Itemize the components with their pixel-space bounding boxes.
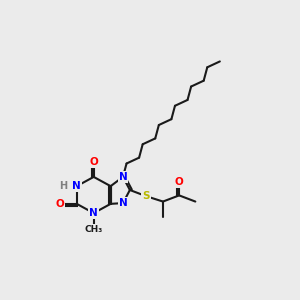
- Text: S: S: [142, 191, 150, 201]
- Text: H: H: [59, 181, 67, 191]
- Text: N: N: [118, 172, 127, 182]
- Text: N: N: [72, 181, 81, 191]
- Text: O: O: [175, 177, 184, 187]
- Text: N: N: [89, 208, 98, 218]
- Text: CH₃: CH₃: [85, 225, 103, 234]
- Text: N: N: [118, 198, 127, 208]
- Text: O: O: [56, 199, 64, 209]
- Text: O: O: [89, 157, 98, 167]
